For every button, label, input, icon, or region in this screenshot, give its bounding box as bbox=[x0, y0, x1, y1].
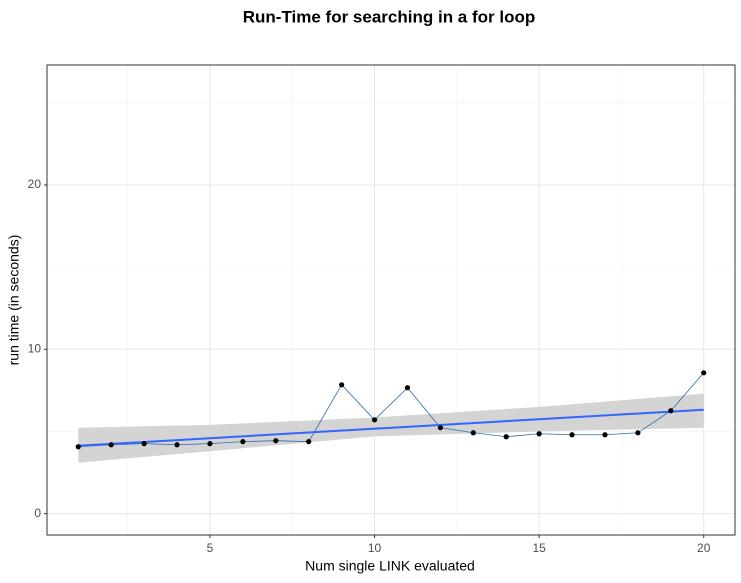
x-tick-label: 20 bbox=[697, 541, 711, 555]
y-axis-title: run time (in seconds) bbox=[6, 235, 22, 366]
data-point bbox=[470, 430, 476, 436]
data-point bbox=[75, 444, 81, 450]
x-axis-title: Num single LINK evaluated bbox=[305, 558, 475, 574]
data-point bbox=[371, 417, 378, 423]
data-point bbox=[273, 438, 279, 444]
x-tick-label: 5 bbox=[207, 541, 214, 555]
data-point bbox=[701, 370, 707, 376]
data-point bbox=[635, 430, 641, 436]
data-point bbox=[668, 408, 674, 414]
x-tick-label: 10 bbox=[368, 541, 382, 555]
data-point bbox=[207, 441, 213, 447]
data-point bbox=[437, 425, 443, 431]
data-point bbox=[108, 442, 114, 448]
data-point bbox=[602, 432, 608, 438]
panel-border bbox=[46, 64, 736, 536]
data-point bbox=[404, 385, 411, 391]
y-tick-label: 10 bbox=[28, 341, 42, 355]
data-point bbox=[240, 439, 246, 445]
trend-line bbox=[78, 408, 704, 447]
data-point bbox=[306, 439, 312, 445]
data-point bbox=[174, 442, 180, 448]
y-tick-label: 20 bbox=[28, 177, 42, 191]
y-tick-label: 0 bbox=[34, 506, 41, 520]
data-point bbox=[569, 432, 575, 438]
data-point bbox=[141, 441, 147, 447]
data-point bbox=[339, 382, 345, 388]
chart-title: Run-Time for searching in a for loop bbox=[243, 7, 536, 26]
data-line bbox=[78, 372, 705, 448]
data-point bbox=[503, 434, 509, 440]
x-tick-label: 15 bbox=[532, 541, 546, 555]
data-point bbox=[536, 431, 542, 437]
